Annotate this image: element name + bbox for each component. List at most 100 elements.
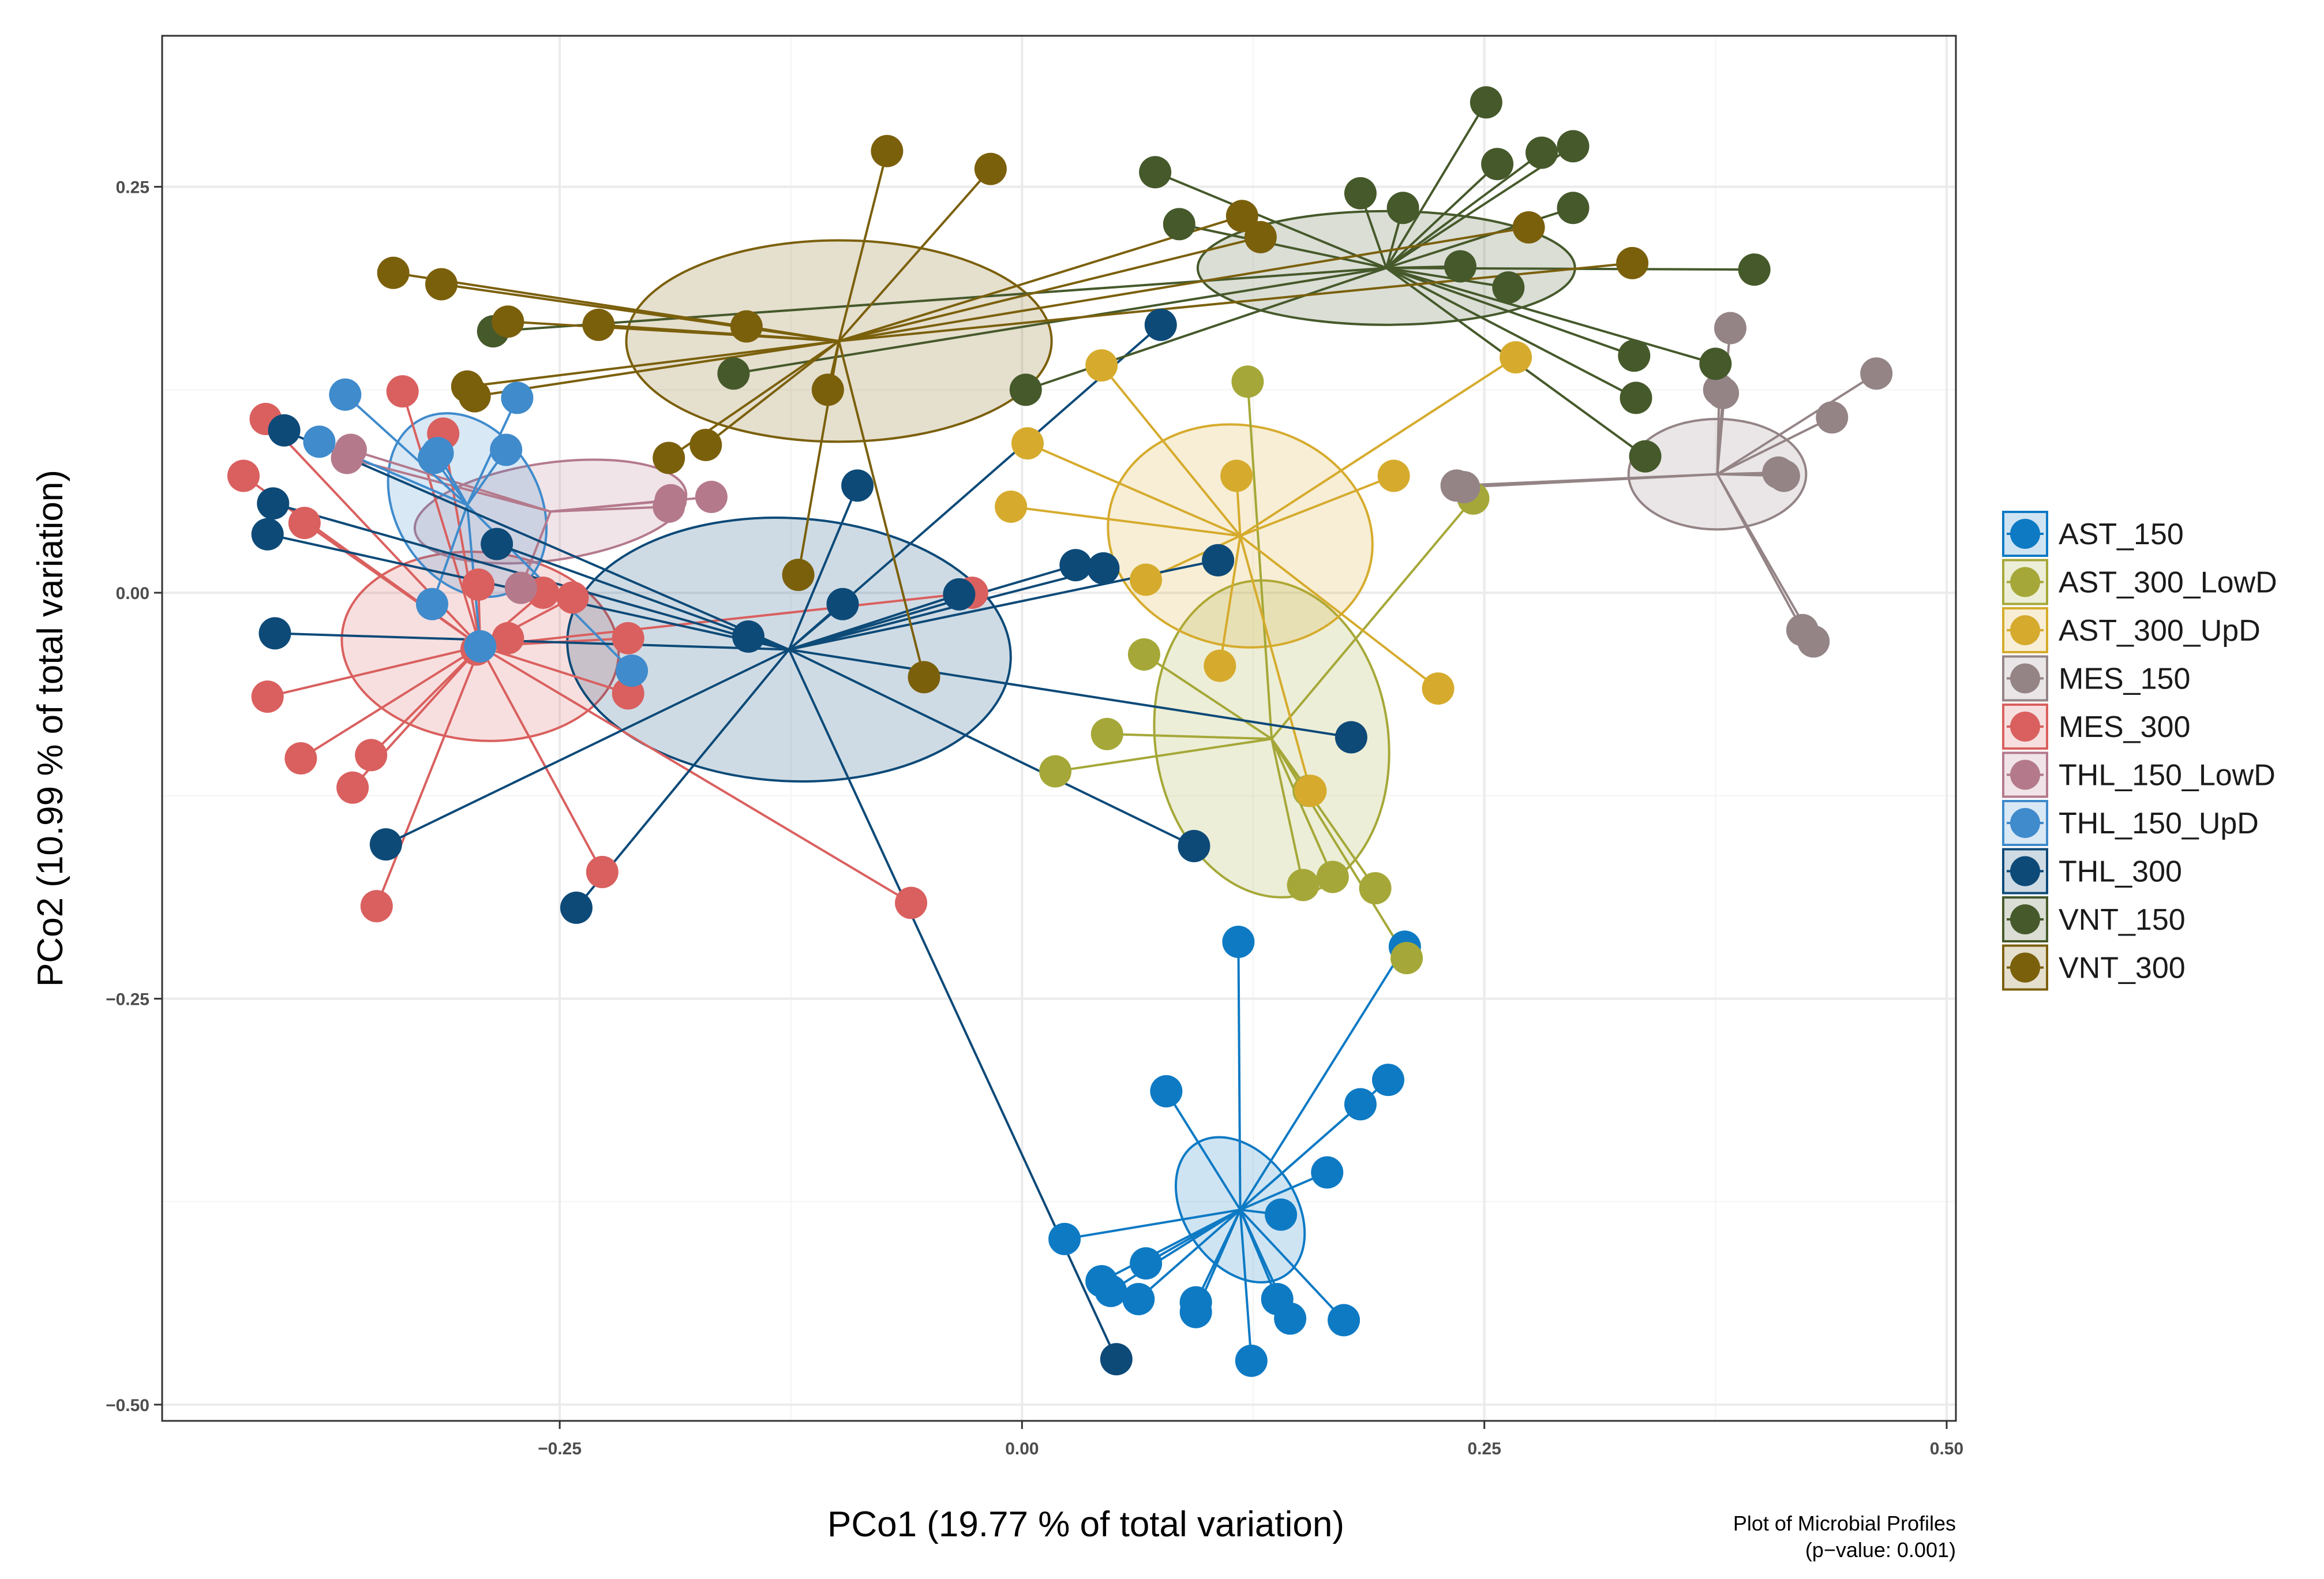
point-MES_300: [586, 856, 619, 889]
legend-label-THL_150_LowD: THL_150_LowD: [2059, 759, 2276, 792]
legend: AST_150 AST_300_LowD AST_300_UpD MES_150 MES…: [2002, 511, 2277, 991]
point-AST_150: [1235, 1344, 1268, 1377]
spider-line-VNT_150: [1025, 267, 1387, 391]
point-AST_300_LowD: [1359, 872, 1392, 905]
spider-line-THL_300: [789, 648, 1352, 739]
point-THL_300: [268, 414, 301, 447]
spider-line-VNT_300: [598, 323, 839, 342]
legend-item-AST_300_UpD: AST_300_UpD: [2002, 607, 2261, 653]
point-AST_300_LowD: [1039, 755, 1072, 788]
point-AST_300_UpD: [1377, 459, 1410, 492]
point-AST_150: [1122, 1282, 1155, 1315]
y-axis: −0.50 −0.25 0.00 0.25: [106, 178, 162, 1415]
spider-line-AST_300_UpD: [1219, 536, 1242, 666]
point-THL_300: [369, 828, 402, 861]
point-MES_300: [492, 622, 524, 654]
point-AST_150: [1265, 1198, 1298, 1231]
spider-line-MES_300: [480, 592, 973, 648]
spider-line-THL_300: [283, 429, 790, 651]
point-VNT_300: [908, 661, 940, 694]
point-THL_300: [1100, 1343, 1133, 1376]
point-MES_300: [386, 375, 419, 408]
legend-key-point: [2010, 904, 2040, 934]
legend-key-point: [2010, 856, 2040, 886]
spider-line-AST_300_LowD: [1055, 738, 1272, 773]
spider-line-AST_150: [1165, 1090, 1242, 1211]
point-THL_300: [1144, 308, 1177, 341]
point-MES_300: [612, 622, 644, 654]
point-VNT_150: [1163, 208, 1195, 241]
legend-key-point: [2010, 567, 2040, 597]
point-THL_300: [943, 578, 976, 611]
legend-key-point: [2010, 615, 2040, 645]
point-VNT_300: [582, 308, 615, 341]
point-THL_300: [560, 891, 593, 924]
spider-line-AST_150: [1138, 1208, 1241, 1300]
point-THL_300: [732, 620, 765, 653]
point-AST_300_UpD: [1130, 563, 1163, 596]
spider-line-VNT_300: [838, 235, 1261, 342]
spider-line-MES_300: [442, 433, 482, 647]
point-THL_150_UpD: [616, 654, 649, 687]
point-AST_150: [1048, 1222, 1081, 1255]
point-AST_300_LowD: [1287, 869, 1320, 901]
legend-item-AST_150: AST_150: [2002, 511, 2184, 557]
spider-line-AST_300_UpD: [1239, 474, 1395, 537]
legend-item-THL_150_LowD: THL_150_LowD: [2002, 751, 2276, 798]
x-tick-label: 0.00: [1005, 1439, 1039, 1458]
x-axis-title: PCo1 (19.77 % of total variation): [827, 1505, 1344, 1544]
spider-line-AST_300_LowD: [1107, 732, 1272, 740]
point-AST_300_UpD: [1294, 774, 1327, 807]
point-THL_300: [1087, 552, 1120, 585]
spider-line-AST_300_UpD: [1239, 356, 1517, 537]
spider-line-VNT_300: [705, 340, 840, 446]
spider-line-AST_150: [1237, 941, 1242, 1210]
spider-line-MES_150: [1464, 473, 1718, 489]
spider-line-MES_150: [1716, 416, 1833, 476]
legend-key-point: [2010, 712, 2040, 742]
point-VNT_150: [717, 357, 750, 390]
spider-line-THL_300: [788, 593, 960, 651]
point-THL_150_UpD: [501, 381, 534, 414]
x-tick-label: 0.25: [1467, 1439, 1501, 1458]
point-VNT_300: [653, 441, 685, 474]
point-AST_300_UpD: [1422, 672, 1455, 705]
legend-label-MES_150: MES_150: [2059, 663, 2190, 696]
point-AST_150: [1150, 1075, 1183, 1107]
point-AST_150: [1328, 1304, 1360, 1337]
point-THL_300: [1335, 721, 1367, 754]
legend-item-THL_300: THL_300: [2002, 848, 2182, 895]
spider-line-AST_150: [1110, 1208, 1241, 1292]
spider-line-THL_300: [275, 632, 789, 651]
point-THL_300: [1178, 829, 1210, 862]
spider-line-VNT_150: [1154, 171, 1387, 270]
legend-item-VNT_300: VNT_300: [2002, 944, 2186, 991]
spider-line-AST_300_LowD: [1270, 497, 1474, 740]
spider-line-VNT_300: [838, 151, 889, 342]
y-tick-label: 0.00: [116, 584, 149, 603]
point-THL_300: [1059, 549, 1092, 582]
spider-line-AST_300_LowD: [1270, 738, 1377, 889]
y-tick-label: −0.25: [106, 990, 149, 1009]
point-MES_150: [1860, 357, 1893, 390]
spider-line-AST_150: [1239, 1210, 1253, 1361]
point-THL_150_LowD: [695, 481, 728, 514]
spider-line-VNT_300: [467, 339, 839, 388]
spider-line-AST_150: [1239, 1208, 1345, 1321]
point-AST_150: [1130, 1247, 1163, 1280]
point-THL_300: [481, 527, 513, 560]
spider-line-MES_300: [267, 645, 481, 698]
point-THL_300: [251, 518, 284, 551]
point-AST_150: [1311, 1156, 1344, 1189]
legend-item-VNT_150: VNT_150: [2002, 896, 2186, 942]
point-VNT_300: [871, 134, 904, 167]
point-MES_300: [251, 680, 284, 713]
spider-line-VNT_150: [1386, 267, 1716, 365]
spider-line-MES_300: [479, 645, 629, 695]
point-VNT_150: [1470, 86, 1502, 119]
spider-line-VNT_150: [493, 267, 1386, 333]
point-THL_150_LowD: [653, 490, 685, 523]
point-AST_300_UpD: [1204, 649, 1236, 682]
point-VNT_150: [1557, 130, 1590, 163]
